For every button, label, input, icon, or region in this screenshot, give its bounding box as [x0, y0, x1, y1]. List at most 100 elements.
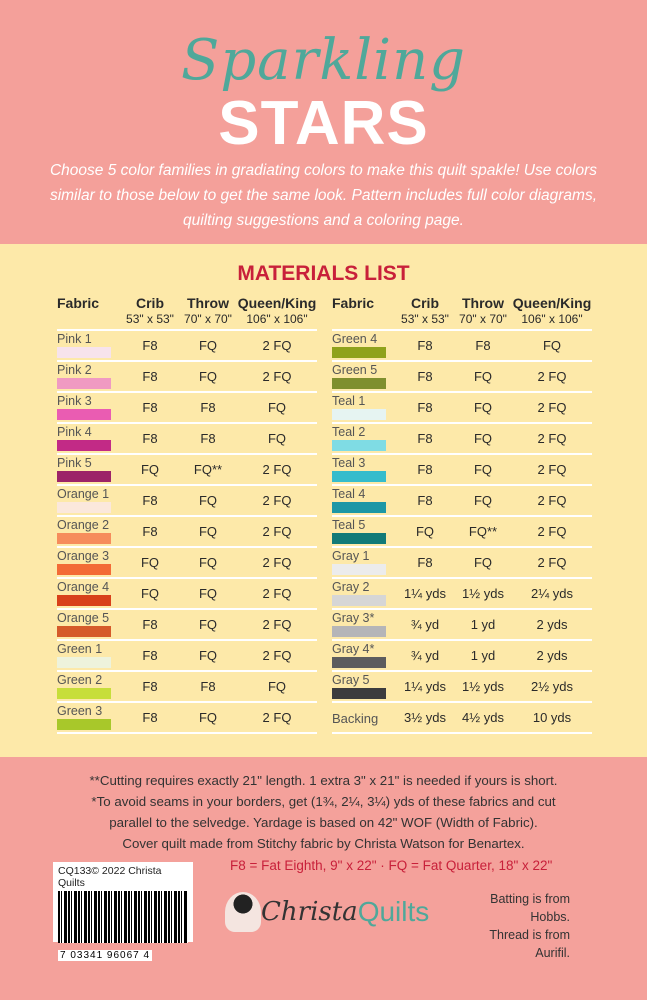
- fabric-swatch: [57, 378, 111, 389]
- fabric-cell: Green 1: [57, 641, 121, 670]
- crib-cell: F8: [417, 338, 433, 353]
- fabric-cell: Green 5: [332, 362, 396, 391]
- fabric-name: Green 2: [57, 673, 103, 687]
- fabric-cell: Gray 2: [332, 579, 396, 608]
- header-section: Sparkling STARS Choose 5 color families …: [0, 0, 647, 244]
- fabric-swatch: [57, 657, 111, 668]
- notes: **Cutting requires exactly 21" length. 1…: [0, 770, 647, 854]
- fabric-name: Gray 2: [332, 580, 370, 594]
- fabric-swatch: [332, 471, 386, 482]
- fabric-name: Teal 1: [332, 394, 366, 408]
- logo-text: Quilts: [357, 896, 430, 927]
- fabric-cell: Pink 3: [57, 393, 121, 422]
- queen-cell: 2 FQ: [537, 400, 567, 415]
- throw-cell: F8: [200, 400, 216, 415]
- fabric-name: Green 4: [332, 332, 378, 346]
- fabric-swatch: [332, 626, 386, 637]
- queen-cell: FQ: [267, 431, 287, 446]
- table-row: Orange 2 F8 FQ 2 FQ: [57, 517, 317, 548]
- table-row: Pink 2 F8 FQ 2 FQ: [57, 362, 317, 393]
- throw-cell: FQ: [198, 555, 218, 570]
- fabric-swatch: [57, 347, 111, 358]
- crib-cell: F8: [142, 524, 158, 539]
- throw-cell: 1½ yds: [462, 679, 504, 694]
- header-fabric: Fabric: [332, 295, 375, 311]
- queen-cell: 2¼ yds: [531, 586, 573, 601]
- fabric-name: Pink 2: [57, 363, 92, 377]
- fabric-swatch: [57, 626, 111, 637]
- queen-cell: 10 yds: [532, 710, 572, 725]
- header-crib: Crib 53" x 53": [121, 295, 179, 329]
- fabric-swatch: [57, 688, 111, 699]
- throw-cell: FQ: [473, 431, 493, 446]
- throw-cell: 1 yd: [470, 648, 496, 663]
- table-row: Teal 5 FQ FQ** 2 FQ: [332, 517, 592, 548]
- table-header: Fabric Crib 53" x 53" Throw 70" x 70" Queen/K…: [57, 295, 317, 331]
- queen-cell: 2 FQ: [262, 338, 292, 353]
- fabric-swatch: [332, 347, 386, 358]
- table-row: Pink 5 FQ FQ** 2 FQ: [57, 455, 317, 486]
- table-row: Orange 3 FQ FQ 2 FQ: [57, 548, 317, 579]
- fabric-name: Teal 3: [332, 456, 366, 470]
- queen-cell: 2 FQ: [537, 555, 567, 570]
- note-line: *To avoid seams in your borders, get (1¾…: [91, 794, 556, 809]
- fabric-name: Orange 2: [57, 518, 110, 532]
- fabric-name: Gray 3*: [332, 611, 375, 625]
- throw-cell: FQ: [473, 369, 493, 384]
- fabric-name: Teal 5: [332, 518, 366, 532]
- throw-cell: FQ: [473, 493, 493, 508]
- fabric-cell: Backing: [332, 703, 396, 732]
- note-line: parallel to the selvedge. Yardage is bas…: [109, 815, 538, 830]
- header-fabric: Fabric: [57, 295, 100, 311]
- table-row: Pink 1 F8 FQ 2 FQ: [57, 331, 317, 362]
- fabric-swatch: [332, 378, 386, 389]
- crib-cell: 1¼ yds: [404, 586, 446, 601]
- fabric-cell: Teal 5: [332, 517, 396, 546]
- queen-cell: 2 FQ: [262, 586, 292, 601]
- table-header: Fabric Crib 53" x 53" Throw 70" x 70" Queen/K…: [332, 295, 592, 331]
- fabric-cell: Gray 4*: [332, 641, 396, 670]
- crib-cell: ¾ yd: [410, 617, 440, 632]
- fabric-cell: Green 4: [332, 331, 396, 360]
- fabric-cell: Pink 5: [57, 455, 121, 484]
- crib-cell: FQ: [140, 586, 160, 601]
- credit-line: Batting is from Hobbs.: [490, 892, 570, 924]
- queen-cell: 2 FQ: [537, 493, 567, 508]
- queen-cell: FQ: [542, 338, 562, 353]
- crib-cell: F8: [417, 555, 433, 570]
- fabric-name: Pink 5: [57, 456, 92, 470]
- title-bold: STARS: [218, 89, 429, 158]
- throw-cell: F8: [200, 431, 216, 446]
- queen-cell: 2 FQ: [537, 462, 567, 477]
- credit-line: Thread is from Aurifil.: [489, 928, 570, 960]
- table-row: Gray 4* ¾ yd 1 yd 2 yds: [332, 641, 592, 672]
- header-throw: Throw 70" x 70": [179, 295, 237, 329]
- fabric-cell: Orange 2: [57, 517, 121, 546]
- fabric-cell: Teal 3: [332, 455, 396, 484]
- header-throw: Throw 70" x 70": [454, 295, 512, 329]
- crib-cell: F8: [142, 400, 158, 415]
- throw-cell: FQ: [198, 648, 218, 663]
- fabric-name: Pink 3: [57, 394, 92, 408]
- fabric-swatch: [332, 595, 386, 606]
- header-throw-size: 70" x 70": [184, 312, 232, 326]
- intro-text: Choose 5 color families in gradiating co…: [49, 162, 598, 229]
- fabric-name: Backing: [332, 711, 379, 726]
- fabric-swatch: [332, 502, 386, 513]
- queen-cell: 2 yds: [536, 648, 568, 663]
- table-row: Orange 1 F8 FQ 2 FQ: [57, 486, 317, 517]
- throw-cell: FQ: [198, 493, 218, 508]
- throw-cell: FQ: [198, 617, 218, 632]
- throw-cell: FQ: [198, 369, 218, 384]
- materials-table-left: Fabric Crib 53" x 53" Throw 70" x 70" Queen/K…: [57, 295, 317, 734]
- crib-cell: F8: [142, 617, 158, 632]
- fabric-cell: Gray 5: [332, 672, 396, 701]
- fabric-cell: Orange 4: [57, 579, 121, 608]
- fabric-cell: Green 2: [57, 672, 121, 701]
- table-row: Green 5 F8 FQ 2 FQ: [332, 362, 592, 393]
- fabric-name: Teal 4: [332, 487, 366, 501]
- fabric-cell: Pink 1: [57, 331, 121, 360]
- throw-cell: F8: [200, 679, 216, 694]
- throw-cell: FQ: [198, 710, 218, 725]
- fabric-swatch: [332, 688, 386, 699]
